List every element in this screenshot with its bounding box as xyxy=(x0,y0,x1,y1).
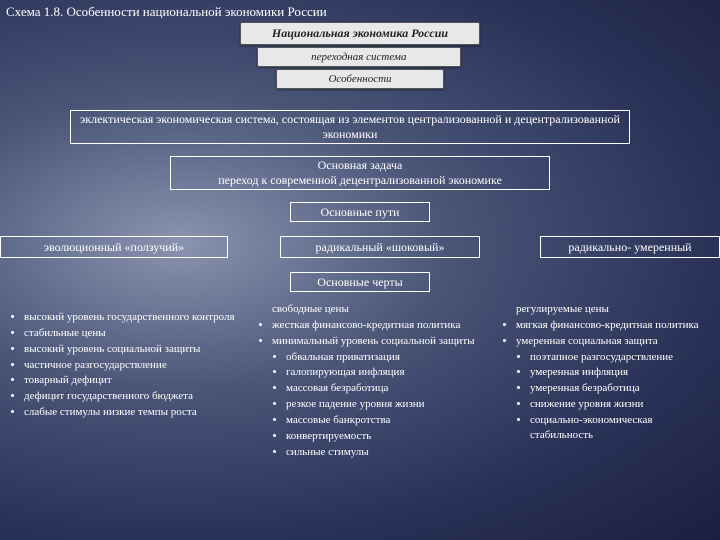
list-item: минимальный уровень социальной защиты xyxy=(272,334,490,349)
list-item: частичное разгосударствление xyxy=(24,358,246,373)
main-task-title: Основная задача xyxy=(218,158,502,173)
list-item: дефицит государственного бюджета xyxy=(24,389,246,404)
list-item: слабые стимулы низкие темпы роста xyxy=(24,405,246,420)
stack-bot: Особенности xyxy=(276,69,444,89)
list-item: снижение уровня жизни xyxy=(530,397,716,412)
features-col-shock: свободные ценыжесткая финансово-кредитна… xyxy=(256,302,490,460)
list-item: умеренная безработица xyxy=(530,381,716,396)
main-task-sub: переход к современной децентрализованной… xyxy=(218,173,502,188)
list-item: умеренная социальная защита xyxy=(516,334,716,349)
list-item: социально-экономическая стабильность xyxy=(530,413,716,443)
box-eclectic-system: эклектическая экономическая система, сос… xyxy=(70,110,630,144)
list-item: поэтапное разгосударствление xyxy=(530,350,716,365)
list-item: конвертируемость xyxy=(286,429,490,444)
box-main-paths: Основные пути xyxy=(290,202,430,222)
list-item: массовые банкротства xyxy=(286,413,490,428)
box-main-features: Основные черты xyxy=(290,272,430,292)
schema-title: Схема 1.8. Особенности национальной экон… xyxy=(6,4,327,20)
list-item: обвальная приватизация xyxy=(286,350,490,365)
list-item: регулируемые цены xyxy=(516,302,716,317)
header-stack: Национальная экономика России переходная… xyxy=(240,22,480,91)
features-col-moderate: регулируемые ценымягкая финансово-кредит… xyxy=(500,302,716,444)
list-item: жесткая финансово-кредитная политика xyxy=(272,318,490,333)
list-item: мягкая финансово-кредитная политика xyxy=(516,318,716,333)
list-item: высокий уровень государственного контрол… xyxy=(24,310,246,325)
list-item: товарный дефицит xyxy=(24,373,246,388)
list-item: умеренная инфляция xyxy=(530,365,716,380)
stack-top: Национальная экономика России xyxy=(240,22,480,45)
stack-mid: переходная система xyxy=(257,47,461,67)
list-item: стабильные цены xyxy=(24,326,246,341)
box-main-task: Основная задача переход к современной де… xyxy=(170,156,550,190)
path-evolutionary: эволюционный «ползучий» xyxy=(0,236,228,258)
list-item: сильные стимулы xyxy=(286,445,490,460)
features-col-evolutionary: высокий уровень государственного контрол… xyxy=(8,310,246,421)
path-radical-shock: радикальный «шоковый» xyxy=(280,236,480,258)
list-item: массовая безработица xyxy=(286,381,490,396)
path-radical-moderate: радикально- умеренный xyxy=(540,236,720,258)
list-item: свободные цены xyxy=(272,302,490,317)
list-item: резкое падение уровня жизни xyxy=(286,397,490,412)
list-item: высокий уровень социальной защиты xyxy=(24,342,246,357)
list-item: галопирующая инфляция xyxy=(286,365,490,380)
